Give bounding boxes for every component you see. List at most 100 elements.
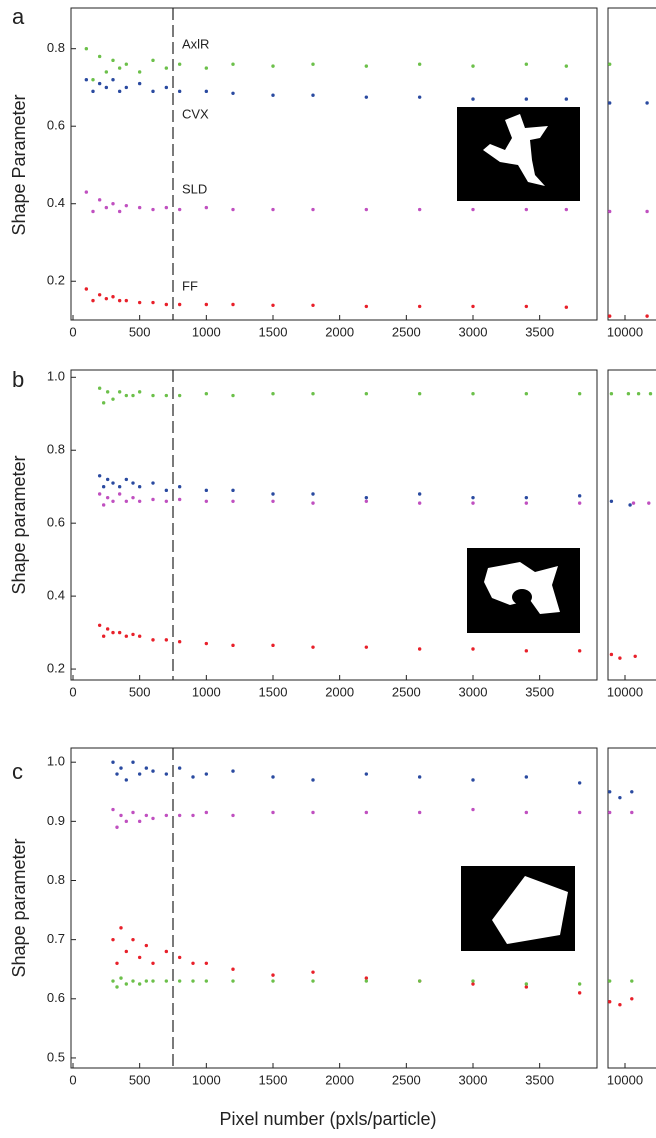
data-point (137, 819, 142, 824)
data-point (471, 64, 475, 68)
data-point (137, 70, 142, 74)
data-point (417, 492, 422, 496)
data-point (84, 46, 89, 51)
data-point (111, 58, 115, 63)
break-frame (607, 7, 656, 321)
data-point (364, 207, 369, 212)
x-tick-label: 1500 (259, 684, 288, 699)
data-point (471, 807, 475, 812)
data-point (137, 205, 142, 210)
data-point (636, 392, 641, 396)
y-axis-label: Shape Parameter (9, 94, 29, 235)
data-point (164, 205, 169, 210)
data-point (630, 979, 634, 983)
y-tick-label: 0.6 (47, 118, 65, 133)
inset-image (467, 548, 580, 633)
data-point (471, 97, 475, 101)
data-point (101, 401, 106, 405)
data-point (177, 62, 182, 66)
data-point (364, 976, 369, 980)
data-point (271, 392, 275, 396)
data-point (204, 488, 209, 493)
data-point (630, 790, 634, 794)
data-point (177, 955, 182, 960)
y-axis-label: Shape parameter (9, 838, 29, 977)
x-tick-label: 3000 (459, 324, 488, 339)
data-point (191, 813, 195, 818)
data-point (137, 982, 142, 986)
data-point (97, 198, 102, 202)
x-tick-label: 2000 (325, 1072, 354, 1087)
data-point (608, 209, 612, 214)
y-tick-label: 0.6 (47, 990, 65, 1005)
data-point (105, 627, 110, 631)
data-point (124, 393, 129, 398)
data-point (231, 769, 235, 773)
data-point (231, 979, 235, 983)
data-point (111, 979, 115, 983)
x-tick-label: 1500 (259, 1072, 288, 1087)
data-point (151, 89, 155, 94)
data-point (144, 813, 149, 818)
data-point (231, 91, 235, 95)
x-tick-label: 0 (69, 1072, 76, 1087)
data-point (271, 499, 275, 503)
data-point (131, 810, 135, 815)
data-point (524, 501, 529, 505)
data-point (177, 766, 182, 770)
data-point (271, 93, 275, 97)
data-point (231, 393, 235, 398)
data-point (577, 392, 582, 396)
data-point (91, 78, 95, 82)
data-point (364, 95, 369, 99)
panel-label: c (12, 759, 23, 784)
y-tick-label: 0.2 (47, 660, 65, 675)
data-point (204, 66, 209, 70)
x-tick-label: 2000 (325, 684, 354, 699)
data-point (364, 64, 369, 68)
data-point (630, 997, 634, 1001)
data-point (618, 795, 622, 800)
data-point (164, 813, 169, 818)
data-point (626, 392, 631, 396)
data-point (111, 807, 115, 812)
data-point (609, 499, 614, 503)
data-point (608, 1000, 612, 1004)
x-tick-label: 3500 (525, 1072, 554, 1087)
data-point (231, 967, 235, 971)
data-point (177, 979, 182, 983)
data-point (124, 499, 129, 503)
data-point (524, 985, 529, 989)
data-point (177, 497, 182, 502)
data-point (311, 93, 315, 97)
data-point (271, 303, 275, 307)
x-tick-label: 0 (69, 684, 76, 699)
data-point (364, 304, 369, 309)
data-point (231, 62, 235, 66)
data-point (84, 78, 89, 82)
data-point (111, 499, 115, 503)
data-point (471, 501, 475, 505)
data-point (311, 492, 315, 496)
data-point (124, 819, 129, 824)
data-point (271, 64, 275, 68)
data-point (271, 775, 275, 779)
data-point (608, 810, 612, 815)
y-tick-label: 0.4 (47, 588, 65, 603)
data-point (137, 772, 142, 776)
data-point (628, 503, 632, 507)
y-tick-label: 0.4 (47, 195, 65, 210)
data-point (204, 772, 209, 776)
data-point (164, 949, 169, 954)
data-point (164, 488, 169, 493)
data-point (471, 495, 475, 500)
data-point (151, 207, 155, 212)
data-point (151, 300, 155, 305)
data-point (364, 979, 369, 983)
data-point (131, 393, 135, 398)
data-point (311, 970, 315, 974)
data-point (564, 97, 569, 101)
data-point (577, 649, 582, 653)
data-point (231, 488, 235, 493)
data-point (191, 979, 195, 983)
